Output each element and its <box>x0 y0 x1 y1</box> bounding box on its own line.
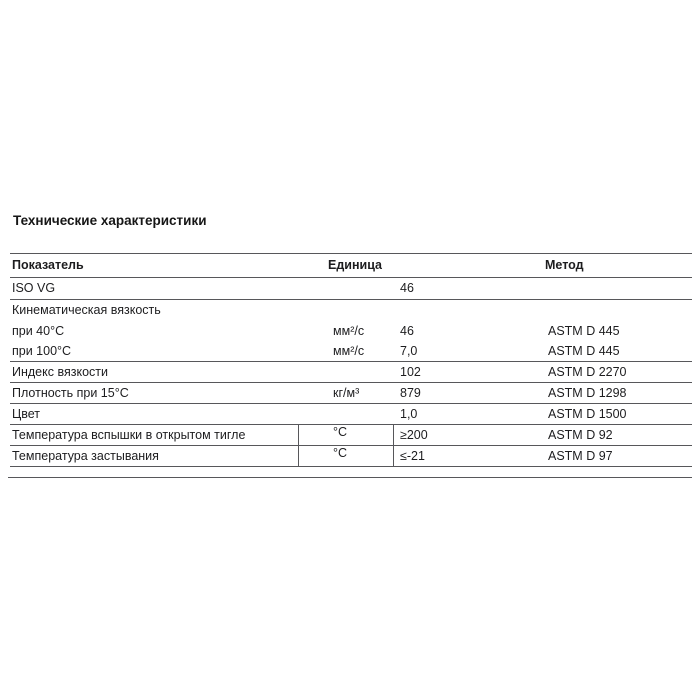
value-cell: 1,0 <box>400 406 418 421</box>
indicator-cell: ISO VG <box>12 280 56 295</box>
table-rule <box>10 299 692 300</box>
table-rule-below-header <box>10 277 692 278</box>
table-row: при 100°C мм²/с 7,0 ASTM D 445 <box>10 341 692 361</box>
table-row: при 40°C мм²/с 46 ASTM D 445 <box>10 320 692 341</box>
indicator-cell: при 100°C <box>12 343 72 358</box>
indicator-cell: Температура застывания <box>12 448 159 463</box>
indicator-cell: Индекс вязкости <box>12 364 108 379</box>
unit-cell: °C <box>333 446 348 460</box>
table-rule <box>10 361 692 362</box>
bottom-rule <box>8 477 692 478</box>
page-title: Технические характеристики <box>13 213 207 228</box>
unit-cell: мм²/с <box>333 343 365 358</box>
table-row: Цвет 1,0 ASTM D 1500 <box>10 403 692 424</box>
value-cell: 46 <box>400 323 414 338</box>
header-indicator: Показатель <box>12 257 84 272</box>
table-rule <box>10 403 692 404</box>
unit-cell: кг/м³ <box>333 385 360 400</box>
header-method: Метод <box>545 257 584 272</box>
table-rule <box>10 382 692 383</box>
unit-cell-left-border <box>298 424 299 466</box>
table-row: Кинематическая вязкость <box>10 299 692 320</box>
table-row: Индекс вязкости 102 ASTM D 2270 <box>10 361 692 382</box>
table-rule-bottom <box>10 466 692 467</box>
indicator-cell: Цвет <box>12 406 41 421</box>
table-header-row: Показатель Единица Метод <box>10 253 692 277</box>
indicator-cell: Температура вспышки в открытом тигле <box>12 427 246 442</box>
table-row: Температура вспышки в открытом тигле °C … <box>10 424 692 445</box>
method-cell: ASTM D 1500 <box>548 406 627 421</box>
value-cell: ≤-21 <box>400 448 425 463</box>
unit-cell-right-border <box>393 424 394 466</box>
value-cell: 102 <box>400 364 421 379</box>
table-rule <box>10 445 692 446</box>
unit-cell: мм²/с <box>333 323 365 338</box>
method-cell: ASTM D 445 <box>548 343 620 358</box>
unit-cell: °C <box>333 425 348 439</box>
table-rule-top <box>10 253 692 254</box>
value-cell: 879 <box>400 385 421 400</box>
spec-table: Показатель Единица Метод ISO VG 46 Кинем… <box>8 253 692 485</box>
value-cell: ≥200 <box>400 427 428 442</box>
indicator-cell: при 40°C <box>12 323 65 338</box>
table-row: ISO VG 46 <box>10 277 692 299</box>
method-cell: ASTM D 445 <box>548 323 620 338</box>
method-cell: ASTM D 92 <box>548 427 613 442</box>
table-row: Плотность при 15°C кг/м³ 879 ASTM D 1298 <box>10 382 692 403</box>
indicator-cell: Кинематическая вязкость <box>12 302 161 317</box>
value-cell: 7,0 <box>400 343 418 358</box>
indicator-cell: Плотность при 15°C <box>12 385 129 400</box>
method-cell: ASTM D 1298 <box>548 385 627 400</box>
table-rule <box>10 424 692 425</box>
method-cell: ASTM D 97 <box>548 448 613 463</box>
value-cell: 46 <box>400 280 414 295</box>
method-cell: ASTM D 2270 <box>548 364 627 379</box>
header-unit: Единица <box>328 257 382 272</box>
table-row: Температура застывания °C ≤-21 ASTM D 97 <box>10 445 692 466</box>
